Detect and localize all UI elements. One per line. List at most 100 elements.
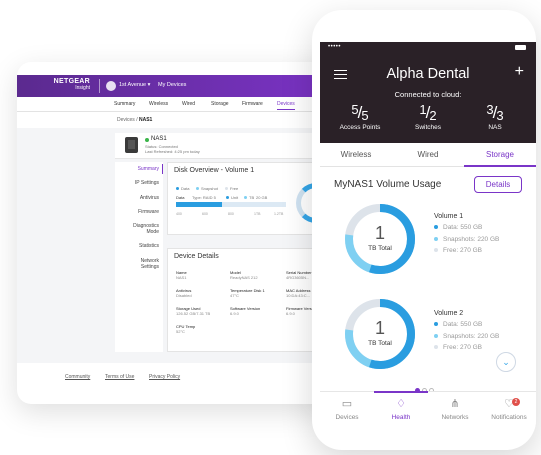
- stat-access-points[interactable]: 5/5 Access Points: [330, 102, 390, 131]
- legend-free-swatch: [225, 187, 228, 191]
- detail-value: 10:DA:43:C...: [286, 293, 311, 299]
- stat-total: 3: [496, 108, 504, 123]
- battery-icon: [515, 45, 526, 50]
- nav-diagnostics-mode[interactable]: Diagnostics Mode: [133, 223, 159, 235]
- bottom-nav: ▭ Devices ♢ Health ⋔ Networks ♡ 2 Notifi…: [320, 391, 536, 431]
- brand-name: NETGEAR: [53, 78, 90, 85]
- stat-switches[interactable]: 1/2 Switches: [398, 102, 458, 131]
- add-icon[interactable]: +: [514, 63, 524, 80]
- breadcrumb: Devices / NAS1: [117, 117, 152, 123]
- volume-data-row: Data: 550 GB: [434, 321, 499, 328]
- footer-privacy-link[interactable]: Privacy Policy: [149, 374, 181, 380]
- nav-devices[interactable]: ▭ Devices: [320, 396, 374, 421]
- free-dot-icon: [434, 345, 438, 350]
- volume-free-row: Free: 270 GB: [434, 344, 499, 351]
- detail-mac: MAC Address 10:DA:43:C...: [286, 288, 310, 299]
- detail-key: Temperature Disk 1: [230, 288, 265, 293]
- volume-snapshots-row: Snapshots: 220 GB: [434, 333, 499, 340]
- details-button[interactable]: Details: [474, 176, 522, 193]
- legend-snapshot: Snapshot: [196, 186, 218, 191]
- tab-wireless[interactable]: Wireless: [340, 150, 372, 159]
- bar-legend-unit-label: Unit: [231, 195, 239, 200]
- footer-terms-link[interactable]: Terms of Use: [105, 374, 135, 380]
- nav-firmware[interactable]: Firmware: [138, 209, 159, 215]
- nav-networks[interactable]: ⋔ Networks: [428, 396, 482, 421]
- location-label: 1st Avenue: [119, 82, 147, 88]
- tab-wired[interactable]: Wired: [182, 101, 196, 107]
- breadcrumb-devices[interactable]: Devices: [117, 117, 135, 123]
- stat-total: 5: [361, 108, 369, 123]
- disk-usage-bar: [176, 202, 286, 207]
- tab-storage[interactable]: Storage: [485, 150, 515, 159]
- volume-1-total: 1: [374, 223, 385, 243]
- detail-key: Name: [176, 270, 187, 275]
- mobile-phone: ••••• Alpha Dental + Connected to cloud:…: [312, 10, 536, 450]
- nav-statistics[interactable]: Statistics: [138, 243, 159, 249]
- disk-overview-card: Disk Overview - Volume 1 Data Snapshot F…: [167, 162, 337, 235]
- volume-2-unit: TB Total: [368, 340, 392, 347]
- legend-snapshot-label: Snapshot: [201, 186, 218, 191]
- status-online-icon: [145, 138, 149, 142]
- footer-community-link[interactable]: Community: [65, 374, 91, 380]
- menu-icon[interactable]: [334, 70, 347, 79]
- nav-notifications[interactable]: ♡ 2 Notifications: [482, 396, 536, 421]
- stat-fraction: 1/2: [398, 102, 458, 122]
- stat-nas[interactable]: 3/3 NAS: [465, 102, 525, 131]
- health-icon: ♢: [396, 398, 406, 410]
- nav-network-settings[interactable]: Network Settings: [140, 258, 159, 270]
- detail-key: MAC Address: [286, 288, 311, 293]
- free-dot-icon: [434, 248, 438, 253]
- stat-label: NAS: [488, 124, 502, 131]
- legend-free-label: Free: [230, 186, 239, 191]
- chevron-down-icon[interactable]: ⌄: [496, 352, 516, 372]
- nav-antivirus[interactable]: Antivirus: [139, 195, 159, 201]
- fraction-slash: /: [492, 103, 498, 122]
- bar-legend-tb: TB: [244, 195, 254, 200]
- data-dot-icon: [434, 225, 438, 230]
- location-selector[interactable]: 1st Avenue ▾: [119, 82, 150, 88]
- bar-tick: 600: [202, 212, 208, 216]
- disk-usage-fill: [176, 202, 223, 207]
- stat-label: Access Points: [339, 124, 381, 131]
- netgear-logo[interactable]: NETGEAR Insight: [48, 78, 90, 91]
- detail-software: Software Version 6.9.0: [230, 306, 260, 317]
- volume-1-info: Volume 1 Data: 550 GB Snapshots: 220 GB …: [434, 213, 499, 259]
- device-status: Status: Connected: [145, 144, 178, 149]
- nav-ip-settings[interactable]: IP Settings: [134, 180, 159, 186]
- detail-serial: Serial Number 4RG3605N...: [286, 270, 312, 281]
- data-dot-icon: [434, 322, 438, 327]
- tab-wired[interactable]: Wired: [417, 150, 439, 159]
- detail-value: NAS1: [176, 275, 187, 281]
- nav-label: Networks: [441, 414, 469, 421]
- detail-value: 52°C: [176, 329, 185, 335]
- bar-legend-tb-label: TB: [249, 195, 255, 200]
- bar-tick: 1.2TB: [274, 212, 284, 216]
- device-name: NAS1: [151, 136, 167, 142]
- volume-free: Free: 270 GB: [443, 344, 483, 351]
- detail-firmware: Firmware Version 6.9.0: [286, 306, 317, 317]
- desktop-header: NETGEAR Insight 1st Avenue ▾ My Devices: [17, 75, 337, 97]
- volume-free-row: Free: 270 GB: [434, 247, 499, 254]
- detail-value: 47°C: [230, 293, 239, 299]
- bell-icon: ♡: [504, 398, 514, 410]
- bar-tick: 800: [228, 212, 234, 216]
- my-devices-link[interactable]: My Devices: [158, 82, 187, 88]
- ring-data-segment: [345, 299, 415, 369]
- tab-wireless[interactable]: Wireless: [149, 101, 169, 107]
- tab-storage[interactable]: Storage: [211, 101, 229, 107]
- stat-count: 1: [419, 102, 427, 117]
- tab-firmware[interactable]: Firmware: [242, 101, 263, 107]
- device-side-nav: Summary IP Settings Antivirus Firmware D…: [115, 162, 163, 352]
- device-details-title: Device Details: [174, 253, 219, 260]
- bar-label: Data: [176, 195, 185, 200]
- tab-devices[interactable]: Devices: [277, 101, 295, 110]
- bar-tick: 1TB: [254, 212, 261, 216]
- nav-summary[interactable]: Summary: [137, 166, 159, 172]
- volume-2-ring-chart: [345, 299, 415, 369]
- tab-summary[interactable]: Summary: [114, 101, 136, 107]
- nav-health[interactable]: ♢ Health: [374, 396, 428, 421]
- detail-key: Software Version: [230, 306, 261, 311]
- fraction-slash: /: [357, 103, 363, 122]
- brand-sub: Insight: [75, 85, 90, 91]
